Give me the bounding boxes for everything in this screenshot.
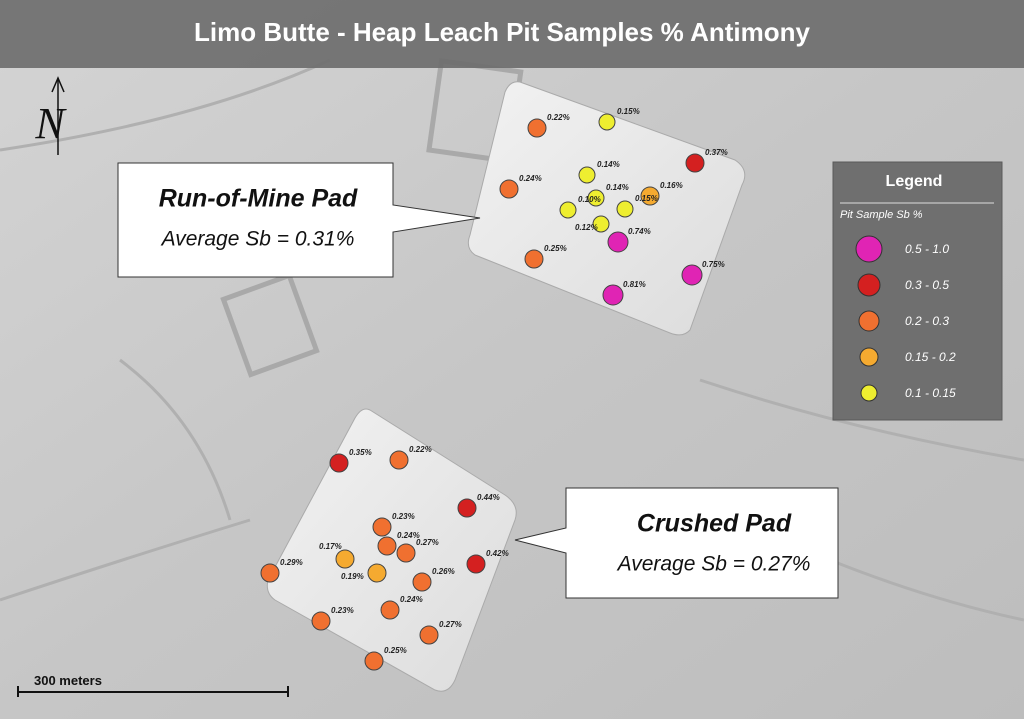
sample-marker [598,113,616,131]
sample-marker [578,166,596,184]
north-arrow-head [51,76,65,93]
sample-label: 0.15% [635,194,658,203]
sample-marker [499,179,519,199]
sample-label: 0.25% [544,244,567,253]
legend-subtitle: Pit Sample Sb % [840,209,923,221]
sample-marker [681,264,703,286]
sample-marker [587,189,605,207]
sample-marker [260,563,280,583]
sample-label: 0.24% [519,174,542,183]
sample-label: 0.29% [280,558,303,567]
sample-label: 0.23% [331,606,354,615]
legend-label: 0.2 - 0.3 [905,314,949,328]
sample-label: 0.14% [606,183,629,192]
sample-marker [640,186,660,206]
sample-marker [466,554,486,574]
legend-symbol [858,310,880,332]
callout-subtitle: Average Sb = 0.27% [616,553,811,576]
sample-marker [559,201,577,219]
legend-symbol [855,235,883,263]
sample-marker [685,153,705,173]
sample-marker [389,450,409,470]
callout-subtitle: Average Sb = 0.31% [160,228,355,251]
sample-label: 0.23% [392,512,415,521]
sample-marker [592,215,610,233]
sample-marker [457,498,477,518]
sample-marker [396,543,416,563]
sample-marker [419,625,439,645]
sample-marker [412,572,432,592]
sample-marker [527,118,547,138]
sample-label: 0.26% [432,567,455,576]
sample-marker [380,600,400,620]
sample-marker [607,231,629,253]
sample-label: 0.27% [416,538,439,547]
run-of-mine-pad [467,81,746,336]
legend-symbol [859,347,879,367]
sample-label: 0.25% [384,646,407,655]
sample-marker [335,549,355,569]
sample-marker [616,200,634,218]
sample-marker [367,563,387,583]
sample-label: 0.37% [705,148,728,157]
sample-label: 0.42% [486,549,509,558]
legend-label: 0.1 - 0.15 [905,386,956,400]
legend-label: 0.5 - 1.0 [905,242,949,256]
north-label: N [34,99,67,148]
sample-marker [524,249,544,269]
title: Limo Butte - Heap Leach Pit Samples % An… [194,17,810,47]
sample-label: 0.44% [477,493,500,502]
callout-title: Run-of-Mine Pad [159,185,358,213]
sample-label: 0.19% [341,572,364,581]
sample-label: 0.24% [400,595,423,604]
sample-label: 0.10% [578,195,601,204]
sample-label: 0.14% [597,160,620,169]
sample-label: 0.27% [439,620,462,629]
sample-label: 0.16% [660,181,683,190]
legend-symbol [857,273,881,297]
callout-title: Crushed Pad [637,510,792,538]
sample-label: 0.22% [547,113,570,122]
old-pit [220,272,320,378]
callout [514,487,839,599]
sample-marker [311,611,331,631]
title-bar [0,0,1024,68]
legend-label: 0.15 - 0.2 [905,350,956,364]
sample-label: 0.22% [409,445,432,454]
sample-marker [372,517,392,537]
callout [117,162,481,278]
terrain-ridge [0,58,1024,622]
sample-label: 0.24% [397,531,420,540]
sample-label: 0.15% [617,107,640,116]
legend-label: 0.3 - 0.5 [905,278,949,292]
sample-label: 0.12% [575,223,598,232]
sample-label: 0.17% [319,542,342,551]
sample-label: 0.81% [623,280,646,289]
sample-marker [602,284,624,306]
sample-marker [377,536,397,556]
sample-label: 0.35% [349,448,372,457]
legend-title: Legend [886,173,943,190]
scale-bar-label: 300 meters [34,673,102,688]
sample-marker [364,651,384,671]
sample-marker [329,453,349,473]
sample-label: 0.74% [628,227,651,236]
legend-symbol [860,384,878,402]
sample-label: 0.75% [702,260,725,269]
